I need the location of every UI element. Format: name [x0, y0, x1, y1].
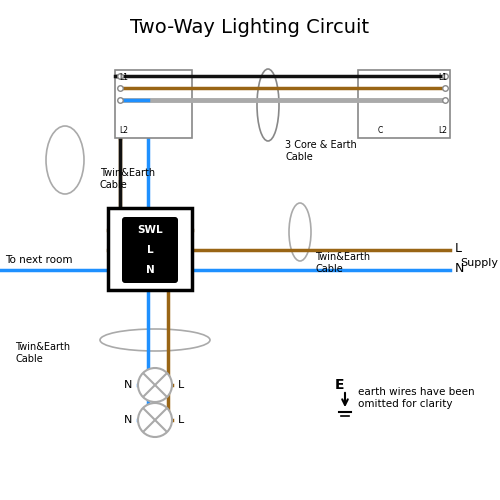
Text: Twin&Earth
Cable: Twin&Earth Cable [315, 252, 370, 274]
Text: L2: L2 [119, 126, 128, 135]
Text: Two-Way Lighting Circuit: Two-Way Lighting Circuit [130, 18, 370, 37]
Text: L2: L2 [438, 126, 447, 135]
Text: L: L [146, 245, 154, 255]
Text: N: N [124, 415, 132, 425]
Text: 3 Core & Earth
Cable: 3 Core & Earth Cable [285, 140, 357, 162]
Text: SWL: SWL [137, 225, 163, 235]
Circle shape [138, 368, 172, 402]
Text: L: L [178, 380, 184, 390]
Text: L1: L1 [119, 73, 128, 82]
FancyBboxPatch shape [122, 217, 178, 243]
Text: Supply: Supply [460, 258, 498, 268]
Bar [115, 70, 192, 138]
FancyBboxPatch shape [122, 237, 178, 263]
Text: To next room: To next room [5, 255, 72, 265]
Text: Twin&Earth
Cable: Twin&Earth Cable [100, 168, 155, 190]
Bar [108, 208, 192, 290]
Text: L: L [455, 242, 462, 254]
Text: N: N [124, 380, 132, 390]
Text: L: L [178, 415, 184, 425]
Text: N: N [146, 265, 154, 275]
Text: N: N [455, 262, 464, 274]
Text: C: C [378, 126, 384, 135]
Text: Twin&Earth
Cable: Twin&Earth Cable [15, 342, 70, 363]
Bar [358, 70, 450, 138]
Circle shape [138, 403, 172, 437]
Text: E: E [335, 378, 344, 392]
Text: L1: L1 [438, 73, 447, 82]
Text: earth wires have been
omitted for clarity: earth wires have been omitted for clarit… [358, 387, 474, 409]
FancyBboxPatch shape [122, 257, 178, 283]
